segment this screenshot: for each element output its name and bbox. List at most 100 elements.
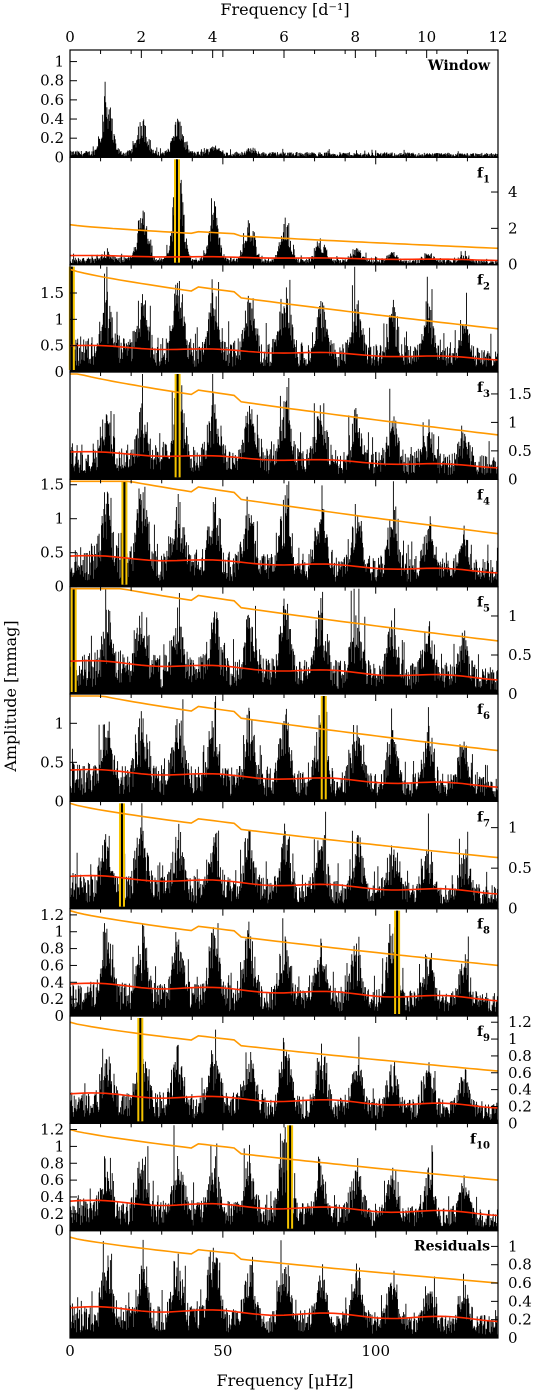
y-tick-label: 0.8 — [508, 1256, 532, 1274]
y-tick-label: 0 — [54, 792, 64, 810]
y-tick-label: 0 — [54, 363, 64, 381]
threshold-line — [69, 268, 499, 330]
y-tick-label: 0.5 — [40, 753, 64, 771]
y-tick-label: 0.4 — [40, 110, 64, 128]
top-x-tick-label: 10 — [417, 28, 436, 46]
panel-label: f3 — [477, 380, 490, 400]
noise-level-line — [69, 874, 499, 895]
noise-level-line — [69, 344, 499, 361]
panel-6: 0 0.5 1 f5 — [69, 586, 532, 703]
threshold-line — [69, 802, 499, 859]
threshold-line — [70, 587, 499, 642]
y-tick-label: 0.6 — [40, 1171, 64, 1189]
y-tick-label: 0.5 — [508, 859, 532, 877]
y-tick-label: 0.5 — [508, 442, 532, 460]
y-tick-label: 1 — [508, 413, 518, 431]
panel-5: 0 0.5 1 1.5 f4 — [40, 476, 499, 596]
panel-10: 00.20.40.60.811.2 f9 — [69, 1013, 532, 1132]
panel-12: 00.20.40.60.81 Residuals — [69, 1230, 532, 1347]
threshold-line — [69, 909, 499, 967]
spectrum-line — [69, 81, 499, 158]
panel-label: Residuals — [414, 1239, 490, 1255]
panel-9: 00.20.40.60.811.2 f8 — [40, 906, 499, 1025]
y-axis-title: Amplitude [mmag] — [1, 620, 20, 772]
spectrum-line — [69, 481, 499, 587]
y-tick-label: 0.4 — [40, 973, 64, 991]
y-tick-label: 1.5 — [40, 476, 64, 494]
panel-3: 0 0.5 1 1.5 f2 — [40, 264, 499, 381]
threshold-line — [70, 695, 499, 752]
panel-label: f4 — [477, 487, 490, 507]
y-tick-label: 0.5 — [40, 337, 64, 355]
y-tick-label: 0.2 — [508, 1097, 532, 1115]
y-tick-label: 0 — [508, 1114, 518, 1132]
threshold-line — [70, 373, 499, 436]
panel-label: Window — [427, 58, 491, 74]
noise-level-line — [69, 450, 499, 469]
y-tick-label: 1 — [54, 714, 64, 732]
y-tick-label: 0.5 — [40, 544, 64, 562]
y-tick-label: 0.6 — [40, 91, 64, 109]
y-tick-label: 0.4 — [40, 1188, 64, 1206]
y-tick-label: 1 — [54, 53, 64, 71]
spectrum-line — [69, 1023, 499, 1124]
bottom-x-tick-label: 100 — [361, 1342, 390, 1360]
y-tick-label: 4 — [508, 183, 518, 201]
panel-label: f9 — [477, 1024, 490, 1044]
noise-level-line — [69, 768, 499, 788]
noise-level-line — [69, 554, 499, 574]
threshold-line — [69, 1021, 499, 1072]
threshold-line — [70, 480, 499, 535]
y-tick-label: 0.2 — [40, 129, 64, 147]
y-tick-label: 1.2 — [40, 906, 64, 924]
y-tick-label: 0.6 — [508, 1064, 532, 1082]
noise-level-line — [69, 1305, 499, 1323]
panel-label: f1 — [477, 165, 490, 185]
y-tick-label: 0 — [508, 1329, 518, 1347]
y-tick-label: 0.8 — [508, 1047, 532, 1065]
panel-8: 0 0.5 1 f7 — [69, 800, 532, 918]
y-tick-label: 0 — [508, 256, 518, 274]
y-tick-label: 0 — [508, 470, 518, 488]
y-tick-label: 1.5 — [40, 284, 64, 302]
panel-11: 00.20.40.60.811.2 f10 — [40, 1121, 499, 1240]
top-x-tick-label: 2 — [137, 28, 147, 46]
y-tick-label: 0.5 — [508, 646, 532, 664]
top-x-tick-label: 12 — [488, 28, 507, 46]
y-tick-label: 0 — [54, 148, 64, 166]
y-tick-label: 0 — [508, 900, 518, 918]
y-tick-label: 0.8 — [40, 940, 64, 958]
noise-level-line — [69, 659, 499, 681]
bottom-axis-title: Frequency [μHz] — [217, 1371, 354, 1390]
y-tick-label: 1.5 — [508, 385, 532, 403]
y-tick-label: 1 — [54, 1137, 64, 1155]
spectrum-line — [69, 918, 499, 1016]
y-tick-label: 0 — [54, 578, 64, 596]
top-x-tick-label: 0 — [65, 28, 75, 46]
y-tick-label: 2 — [508, 219, 518, 237]
y-tick-label: 1 — [54, 310, 64, 328]
top-x-tick-label: 6 — [279, 28, 289, 46]
y-tick-label: 0 — [508, 685, 518, 703]
panel-label: f8 — [477, 917, 490, 937]
y-tick-label: 0.2 — [40, 1205, 64, 1223]
y-tick-label: 0.8 — [40, 72, 64, 90]
bottom-x-tick-label: 0 — [65, 1342, 75, 1360]
top-x-tick-label: 8 — [351, 28, 361, 46]
spectrum-line — [69, 696, 499, 802]
panel-label: f2 — [477, 273, 490, 293]
panel-4: 0 0.5 1 1.5 f3 — [69, 371, 532, 488]
noise-level-line — [69, 982, 499, 1002]
y-tick-label: 0.4 — [508, 1292, 532, 1310]
panels-group: 00.20.40.60.81 Window024f100.511.5f200.51… — [40, 49, 532, 1347]
bottom-x-tick-label: 50 — [213, 1342, 232, 1360]
y-tick-label: 1 — [54, 510, 64, 528]
panel-label: f7 — [477, 809, 490, 829]
y-tick-label: 1 — [508, 1030, 518, 1048]
spectrum-line — [69, 803, 499, 909]
threshold-line — [69, 1236, 499, 1284]
y-tick-label: 0.2 — [508, 1311, 532, 1329]
y-tick-label: 0 — [54, 1222, 64, 1240]
y-tick-label: 0.2 — [40, 990, 64, 1008]
